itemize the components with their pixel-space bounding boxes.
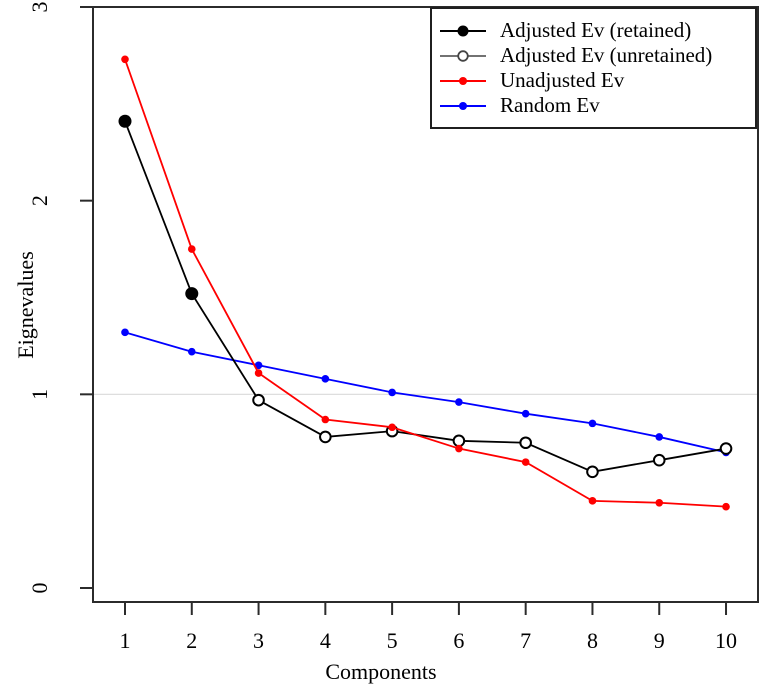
legend-label: Unadjusted Ev: [500, 68, 625, 92]
data-point-unadjusted-7: [521, 458, 530, 466]
data-point-random-3: [254, 361, 263, 370]
series-line-unadjusted: [124, 58, 727, 508]
data-point-adjusted-unretained-8: [586, 465, 599, 479]
legend-label: Random Ev: [500, 93, 600, 117]
data-point-adjusted-unretained-3: [252, 393, 265, 407]
y-tick-label: 0: [27, 583, 52, 594]
x-tick-label: 1: [120, 628, 131, 653]
data-point-random-6: [455, 398, 463, 406]
data-point-random-8: [588, 419, 597, 428]
data-point-unadjusted-2: [187, 245, 196, 253]
data-point-random-2: [187, 347, 196, 356]
data-point-random-5: [388, 388, 396, 397]
legend-label: Adjusted Ev (retained): [500, 18, 692, 42]
x-tick-label: 3: [253, 628, 264, 653]
data-point-adjusted-unretained-4: [319, 430, 332, 444]
data-point-unadjusted-10: [722, 502, 730, 511]
data-point-adjusted-unretained-6: [452, 434, 466, 448]
x-tick-label: 2: [186, 628, 197, 653]
data-point-random-1: [121, 328, 129, 337]
x-axis-title: Components: [325, 659, 437, 684]
data-point-adjusted-retained-2: [185, 287, 199, 301]
data-point-unadjusted-3: [254, 369, 263, 377]
series-line-adjusted: [124, 120, 727, 473]
x-tick-label: 9: [654, 628, 665, 653]
data-point-random-9: [655, 433, 664, 441]
legend-swatch-filled-circle-icon: [440, 25, 486, 36]
x-tick-label: 8: [587, 628, 598, 653]
data-point-random-4: [321, 375, 330, 383]
data-point-random-7: [521, 409, 530, 418]
y-tick-label: 2: [27, 195, 52, 206]
legend-swatch-open-circle-icon: [440, 49, 486, 62]
x-tick-label: 6: [453, 628, 464, 653]
data-point-unadjusted-1: [121, 55, 129, 64]
legend-swatch-blue-dot-icon: [440, 101, 486, 110]
legend-item-unadjusted: Unadjusted Ev: [439, 68, 755, 93]
data-point-unadjusted-8: [588, 497, 597, 505]
y-axis-title: Eignevalues: [13, 251, 38, 359]
legend: Adjusted Ev (retained) Adjusted Ev (unre…: [430, 7, 757, 129]
series-line-random: [124, 331, 727, 454]
data-point-unadjusted-5: [388, 423, 396, 432]
plot-box: [92, 6, 759, 603]
data-point-unadjusted-4: [321, 415, 330, 424]
y-tick-label: 1: [27, 389, 52, 400]
data-point-unadjusted-9: [655, 498, 664, 507]
data-point-adjusted-unretained-9: [652, 453, 666, 467]
legend-swatch-red-dot-icon: [440, 76, 486, 85]
data-point-adjusted-unretained-7: [519, 436, 532, 450]
y-tick-label: 3: [27, 1, 52, 12]
x-tick-label: 4: [320, 628, 331, 653]
legend-item-adjusted-retained: Adjusted Ev (retained): [439, 18, 755, 43]
data-point-adjusted-retained-1: [118, 114, 132, 128]
legend-label: Adjusted Ev (unretained): [500, 43, 713, 67]
x-tick-label: 5: [387, 628, 398, 653]
x-tick-label: 7: [520, 628, 531, 653]
data-point-unadjusted-6: [455, 444, 463, 453]
legend-item-random: Random Ev: [439, 93, 755, 118]
data-point-adjusted-unretained-10: [719, 442, 733, 455]
x-tick-label: 10: [715, 628, 737, 653]
legend-item-adjusted-unretained: Adjusted Ev (unretained): [439, 43, 755, 68]
